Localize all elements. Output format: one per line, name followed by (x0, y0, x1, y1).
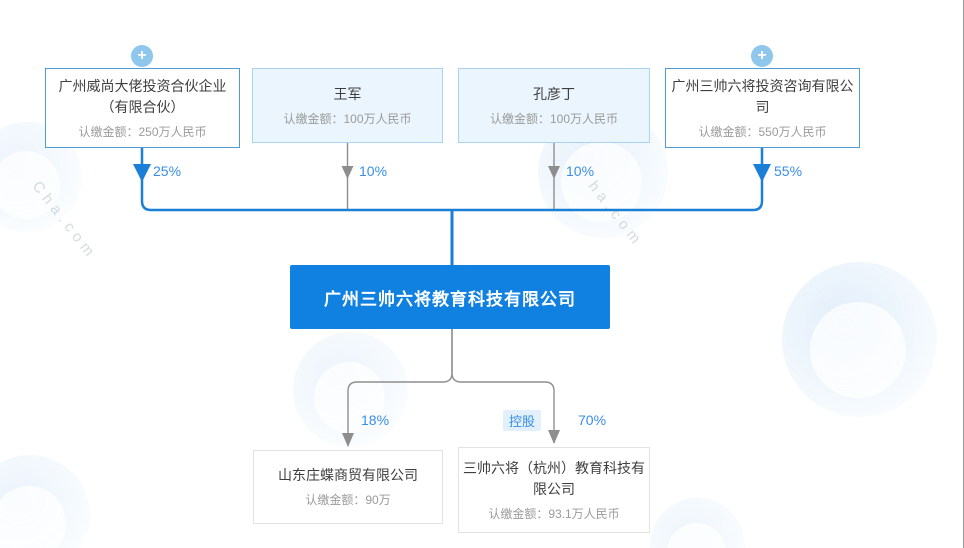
subscribed-amount: 认缴金额：90万 (305, 493, 391, 507)
shareholder-name: 王军 (333, 86, 362, 102)
child-company-box-1[interactable]: 山东庄蝶商贸有限公司 认缴金额：90万 (253, 450, 443, 524)
subscribed-amount: 认缴金额：550万人民币 (698, 125, 827, 139)
shareholder-box-company-2[interactable]: 广州三帅六将投资咨询有限公司 认缴金额：550万人民币 (665, 68, 860, 148)
shareholding-percent: 10% (359, 163, 388, 179)
subscribed-amount: 认缴金额：100万人民币 (283, 112, 412, 126)
connector-gray-children-left (347, 329, 453, 446)
connector-gray-children-right (451, 329, 555, 443)
arrow-down-blue (753, 164, 771, 182)
child-company-name: 山东庄蝶商贸有限公司 (278, 467, 418, 483)
arrow-down-gray (341, 166, 354, 179)
shareholder-name: 广州三帅六将投资咨询有限公司 (671, 78, 854, 115)
shareholder-name: 广州威尚大佬投资合伙企业（有限合伙） (58, 78, 227, 115)
expand-plus-icon[interactable]: + (751, 45, 773, 67)
watermark-logo (293, 332, 408, 447)
subscribed-amount: 认缴金额：93.1万人民币 (488, 507, 620, 521)
investment-percent: 70% (578, 412, 607, 428)
shareholder-box-company-1[interactable]: 广州威尚大佬投资合伙企业（有限合伙） 认缴金额：250万人民币 (45, 68, 240, 148)
investment-percent: 18% (361, 412, 390, 428)
watermark-logo (782, 262, 937, 417)
focus-company-box[interactable]: 广州三帅六将教育科技有限公司 (290, 265, 610, 329)
shareholding-percent: 10% (566, 163, 595, 179)
arrow-down-gray (342, 433, 354, 447)
holding-badge: 控股 (503, 410, 542, 431)
focus-company-name: 广州三帅六将教育科技有限公司 (324, 289, 576, 309)
shareholder-box-person-2[interactable]: 孔彦丁 认缴金额：100万人民币 (458, 68, 650, 143)
expand-plus-icon[interactable]: + (131, 45, 153, 67)
connector-blue-bus (140, 148, 764, 212)
arrow-down-gray (548, 430, 560, 444)
shareholding-percent: 25% (153, 163, 182, 179)
subscribed-amount: 认缴金额：100万人民币 (489, 112, 619, 126)
arrow-down-gray (548, 166, 560, 179)
subscribed-amount: 认缴金额：250万人民币 (78, 125, 207, 139)
arrow-down-blue (133, 164, 151, 182)
child-company-box-2[interactable]: 三帅六将（杭州）教育科技有限公司 认缴金额：93.1万人民币 (458, 447, 650, 533)
shareholder-name: 孔彦丁 (533, 86, 575, 102)
shareholding-percent: 55% (774, 163, 803, 179)
shareholder-box-person-1[interactable]: 王军 认缴金额：100万人民币 (252, 68, 443, 143)
child-company-name: 三帅六将（杭州）教育科技有限公司 (463, 460, 645, 497)
